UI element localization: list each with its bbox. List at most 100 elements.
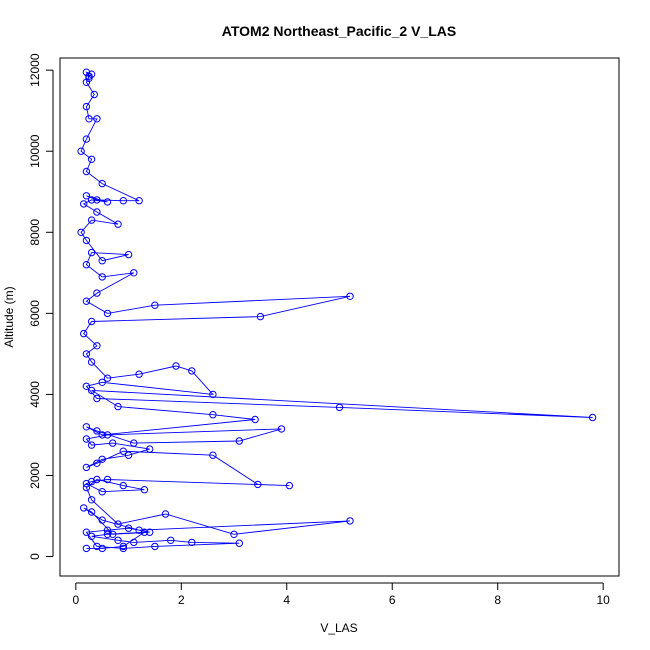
data-point [82,297,91,305]
x-tick-label: 0 [72,593,79,607]
data-point [119,544,128,553]
data-point [80,504,88,512]
data-point [119,481,128,490]
data-point [93,115,101,123]
data-point [235,539,244,547]
data-point [98,257,106,265]
data-point [146,445,154,453]
data-point [256,312,265,321]
data-point [230,530,238,538]
x-tick-label: 6 [389,593,396,607]
data-point [87,441,96,449]
data-point [135,197,143,205]
data-point [98,488,106,496]
data-point [151,301,159,309]
data-point [209,390,217,399]
data-point [87,70,96,78]
chart-title: ATOM2 Northeast_Pacific_2 V_LAS [222,23,456,39]
data-point [98,273,106,281]
data-point [87,248,96,257]
data-point [82,135,91,143]
data-point [82,528,91,536]
x-axis-label: V_LAS [320,621,357,635]
data-point [87,508,96,516]
data-point [98,516,106,524]
data-point [98,431,106,439]
y-tick-label: 4000 [28,381,42,408]
x-tick-label: 2 [178,593,185,607]
data-point [119,542,128,551]
data-point [93,459,101,467]
data-point [98,179,106,188]
data-point [82,423,91,431]
data-point [124,524,133,532]
y-tick-label: 10000 [28,134,42,168]
data-point [114,220,122,228]
data-point [251,415,259,424]
data-point [151,542,159,551]
data-point [80,329,88,338]
data-point [135,526,143,534]
data-point [235,437,244,445]
data-point [82,479,91,488]
data-point [277,425,286,433]
data-point [87,155,96,164]
data-point [82,350,91,358]
data-point [130,538,138,547]
data-point [124,451,133,459]
data-point [82,463,91,472]
data-point [588,413,597,422]
data-point [119,197,128,205]
data-point [98,378,106,386]
data-point [85,74,93,83]
data-point [82,167,91,176]
data-point [135,370,143,378]
data-point [346,292,354,300]
data-point [103,309,112,318]
data-point [114,520,122,528]
data-point [87,386,96,395]
data-point [87,196,96,204]
data-point [167,536,175,544]
data-point [209,451,217,459]
x-axis: 0 2 4 6 8 10 [72,582,610,607]
data-point [87,317,96,326]
data-point [188,367,196,375]
data-point [82,261,91,269]
data-point [93,394,101,403]
data-point [82,102,91,111]
data-point [103,374,112,382]
data-point [103,431,112,439]
data-point [87,358,96,366]
data-point [87,216,96,224]
data-point [130,439,138,447]
data-point [93,427,101,435]
data-point [254,480,262,489]
data-point [119,447,128,455]
data-point [335,403,344,412]
data-point [87,477,96,486]
x-tick-label: 10 [596,593,610,607]
data-point [209,411,217,419]
data-point [87,496,96,504]
data-point [82,382,91,390]
y-tick-label: 6000 [28,300,42,327]
data-point [109,530,117,538]
data-point [140,486,149,494]
data-point [285,481,294,490]
x-tick-label: 4 [283,593,290,607]
data-point [82,544,91,553]
data-point [93,542,101,551]
data-point [93,289,101,297]
data-point [188,538,196,547]
data-point [93,342,101,350]
data-point [103,530,112,538]
x-tick-label: 8 [494,593,501,607]
data-point [146,528,154,536]
data-point [103,526,112,534]
data-point [161,510,170,518]
y-axis: 0 2000 4000 6000 8000 10000 12000 [28,53,54,560]
y-tick-label: 12000 [28,53,42,87]
data-point [87,532,96,540]
